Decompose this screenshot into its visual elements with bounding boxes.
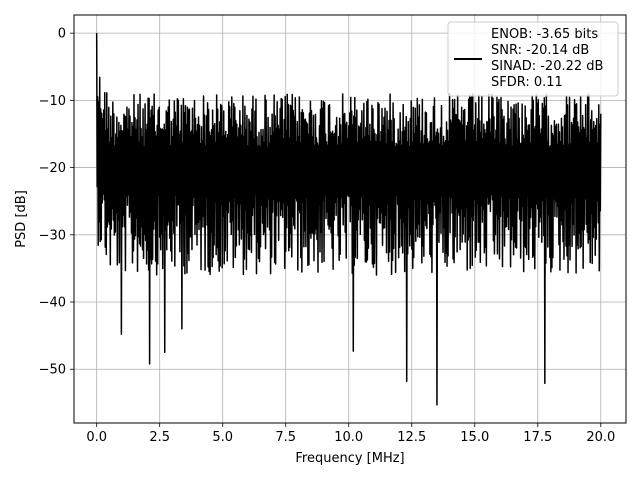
legend-box [447, 21, 619, 97]
y-axis-label: PSD [dB] [14, 190, 29, 248]
x-tick-label: 12.5 [397, 430, 426, 445]
x-tick-label: 2.5 [149, 430, 170, 445]
y-tick-label: −40 [39, 296, 66, 311]
x-tick-label: 5.0 [212, 430, 233, 445]
legend-entry-line: ENOB: -3.65 bits [491, 27, 598, 42]
psd-series-line [95, 33, 602, 406]
y-tick-label: 0 [58, 27, 66, 42]
y-tick-label: −20 [39, 161, 66, 176]
x-tick-label: 20.0 [586, 430, 615, 445]
x-axis-label: Frequency [MHz] [295, 451, 404, 466]
x-tick-label: 15.0 [460, 430, 489, 445]
x-axis-ticks: 0.0 2.5 5.0 7.5 10.0 12.5 15.0 17.5 20.0 [86, 423, 615, 445]
y-tick-label: −30 [39, 228, 66, 243]
x-tick-label: 10.0 [334, 430, 363, 445]
legend-entry-line: SINAD: -20.22 dB [491, 59, 603, 74]
legend-entry-line: SNR: -20.14 dB [491, 43, 589, 58]
plot-series [95, 33, 602, 406]
legend-entry-line: SFDR: 0.11 [491, 75, 563, 90]
x-tick-label: 0.0 [86, 430, 107, 445]
x-tick-label: 17.5 [523, 430, 552, 445]
x-tick-label: 7.5 [275, 430, 296, 445]
y-tick-label: −10 [39, 94, 66, 109]
axes-frame [73, 14, 627, 424]
y-axis-ticks: 0 −10 −20 −30 −40 −50 [39, 27, 74, 378]
y-tick-label: −50 [39, 363, 66, 378]
